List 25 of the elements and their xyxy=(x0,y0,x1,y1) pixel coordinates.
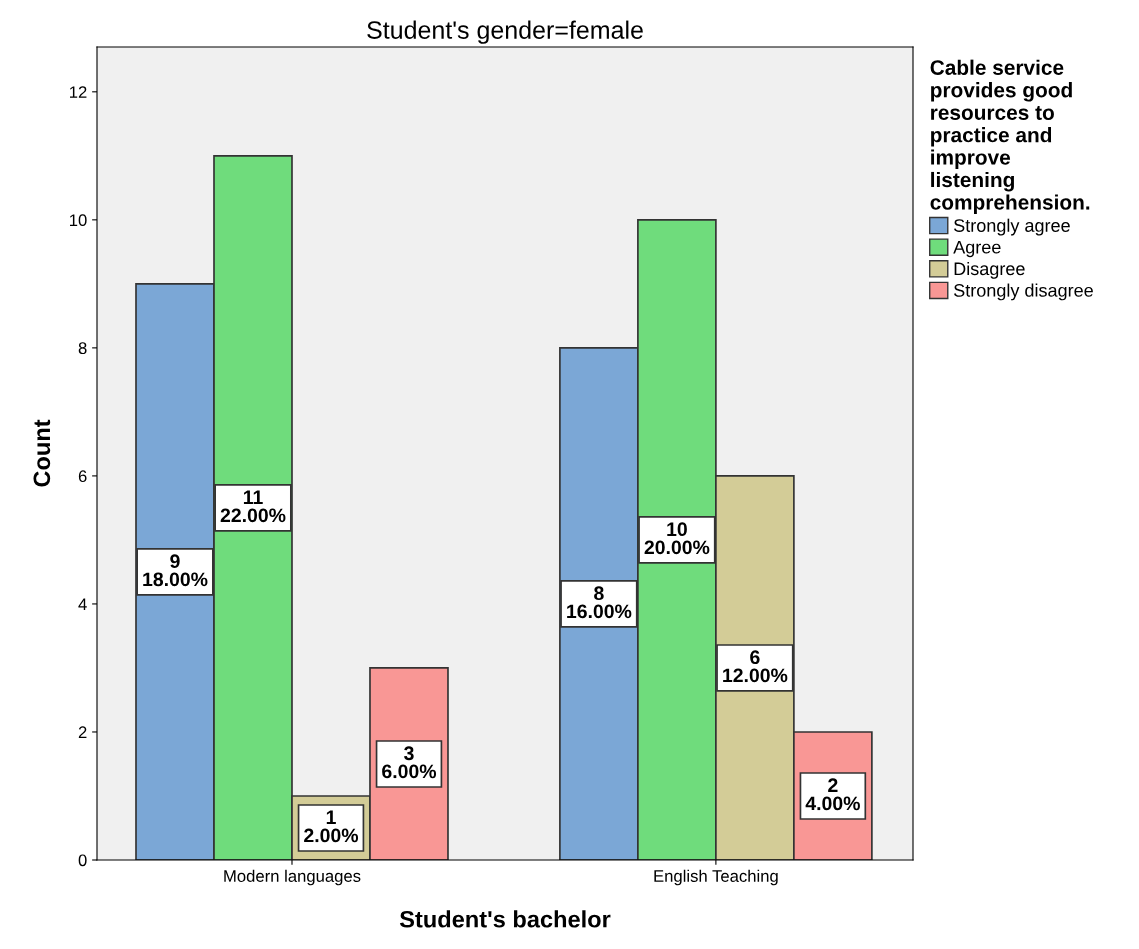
y-tick-label: 10 xyxy=(70,214,87,227)
legend-label: Strongly disagree xyxy=(954,283,1093,301)
x-tick-label: English Teaching xyxy=(654,869,778,886)
legend-title: Cable service provides good resources to practice and improve listening comprehension. xyxy=(930,59,1090,214)
data-label: 6 12.00% xyxy=(723,650,788,683)
data-label: 8 16.00% xyxy=(567,586,632,619)
data-label: 2 4.00% xyxy=(805,778,860,811)
y-axis-title: Count xyxy=(33,419,51,487)
y-tick-label: 8 xyxy=(78,342,87,355)
data-label: 3 6.00% xyxy=(382,746,437,779)
data-label: 11 22.00% xyxy=(220,490,286,523)
data-label: 9 18.00% xyxy=(143,554,208,587)
legend-label: Strongly agree xyxy=(954,218,1070,236)
legend-label: Agree xyxy=(953,240,1001,258)
y-tick-label: 6 xyxy=(78,470,87,483)
chart-title: Student's gender=female xyxy=(367,20,643,44)
y-tick-label: 2 xyxy=(78,726,87,739)
x-tick-label: Modern languages xyxy=(224,869,361,886)
data-label: 10 20.00% xyxy=(644,522,710,555)
y-tick-label: 4 xyxy=(78,598,87,610)
y-tick-label: 0 xyxy=(78,854,87,867)
x-axis-title: Student's bachelor xyxy=(399,910,611,928)
legend-label: Disagree xyxy=(954,261,1025,279)
y-tick-label: 12 xyxy=(70,86,87,98)
data-label: 1 2.00% xyxy=(304,810,359,843)
